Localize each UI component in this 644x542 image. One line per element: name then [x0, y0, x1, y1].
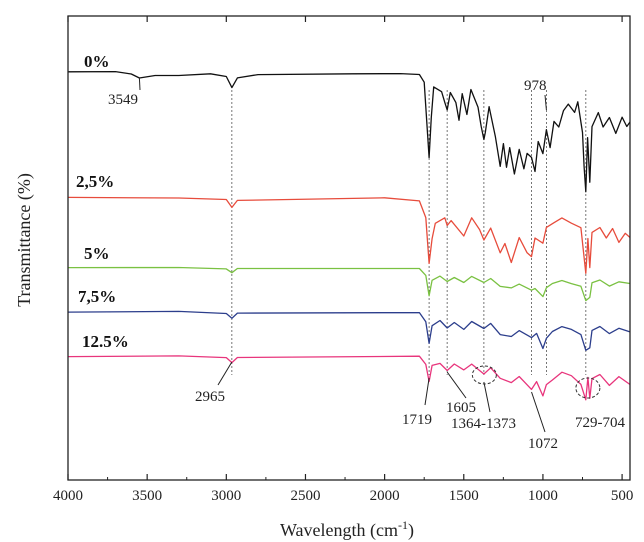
annotation-2965: 2965	[195, 389, 225, 405]
series-line-3	[67, 310, 631, 351]
series-label-7-5: 7,5%	[78, 287, 116, 306]
series-label-2-5: 2,5%	[76, 172, 114, 191]
pointer-978	[544, 94, 547, 111]
x-tick-label-2000: 2000	[370, 488, 400, 504]
pointer-3549	[138, 77, 141, 91]
series-label-12-5: 12.5%	[82, 332, 129, 351]
x-axis-title-close: )	[408, 520, 414, 541]
plot-frame	[67, 15, 631, 481]
x-tick-label-2500: 2500	[290, 488, 320, 504]
series-line-0	[67, 70, 631, 193]
x-tick-label-500: 500	[611, 488, 634, 504]
annotation-1364-1373: 1364-1373	[451, 416, 516, 432]
axes: 4000 3500 3000 2500 2000 1500 1000 500	[53, 15, 634, 504]
pointer-2965	[217, 361, 233, 386]
x-tick-label-1000: 1000	[528, 488, 558, 504]
highlight-729-704	[575, 377, 601, 399]
series-line-1	[67, 196, 631, 274]
annotation-3549: 3549	[108, 92, 138, 108]
series-label-0: 0%	[84, 52, 110, 71]
annotation-layer	[138, 77, 601, 433]
annotation-1719: 1719	[402, 412, 432, 428]
band-guide-lines	[231, 90, 587, 375]
pointer-1605	[446, 371, 467, 399]
series-line-4	[67, 355, 631, 401]
x-axis-title: Wavelength (cm-1)	[280, 518, 414, 541]
annotation-1072: 1072	[528, 436, 558, 452]
highlight-1364-1373	[471, 365, 497, 385]
annotation-978: 978	[524, 78, 547, 94]
pointer-1072	[531, 391, 546, 433]
annotation-729-704: 729-704	[575, 415, 625, 431]
series-label-5: 5%	[84, 244, 110, 263]
x-tick-label-4000: 4000	[53, 488, 83, 504]
x-axis-title-sup: -1	[398, 518, 408, 532]
y-axis-title: Transmittance (%)	[14, 173, 35, 307]
pointer-1364-1373	[483, 381, 491, 413]
pointer-1719	[424, 377, 430, 406]
x-axis-title-main: Wavelength (cm	[280, 520, 398, 541]
x-tick-label-3000: 3000	[211, 488, 241, 504]
series-layer	[67, 70, 631, 401]
x-tick-label-3500: 3500	[132, 488, 162, 504]
annotation-1605: 1605	[446, 400, 476, 416]
x-tick-label-1500: 1500	[449, 488, 479, 504]
series-line-2	[67, 266, 631, 302]
